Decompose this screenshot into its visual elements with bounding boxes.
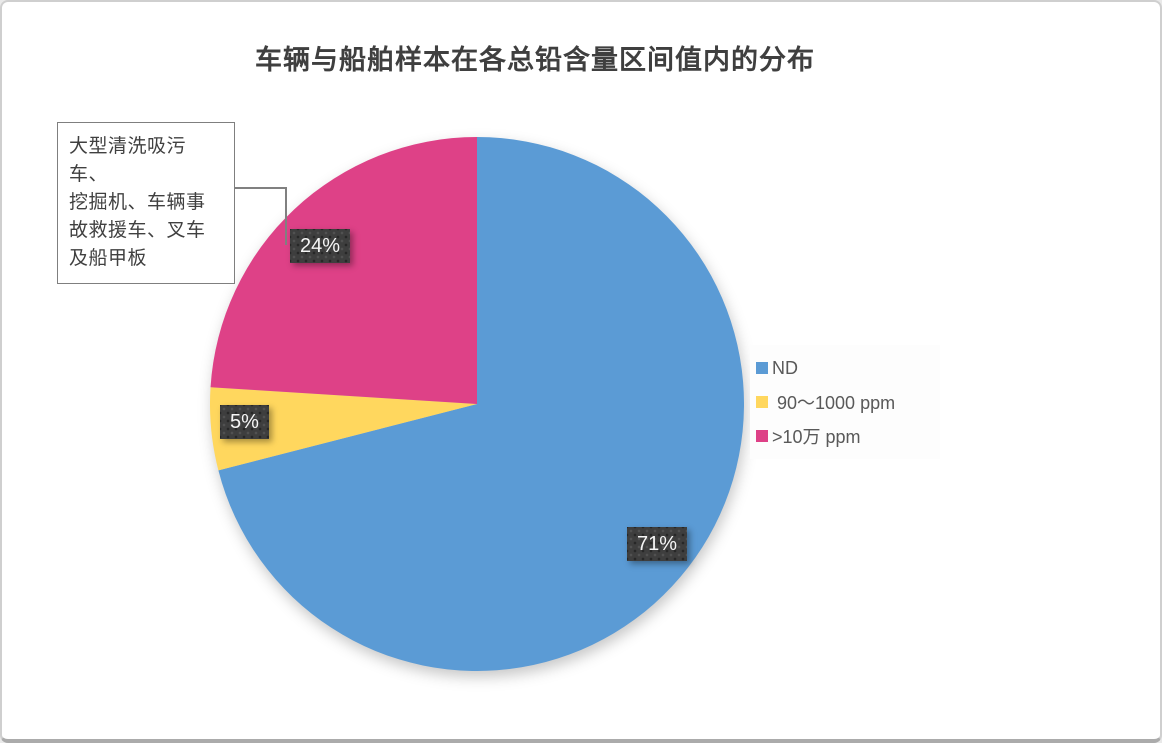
callout-connector-vertical: [285, 187, 287, 245]
pie-slice-3: [210, 137, 477, 404]
data-label-over-100k-ppm: 24%: [290, 229, 350, 263]
pie-chart: [210, 137, 744, 671]
legend-item-90-1000ppm: 90～1000 ppm: [756, 385, 934, 419]
callout-connector-horizontal: [235, 187, 285, 189]
legend-item-nd: ND: [756, 351, 934, 385]
legend-swatch-nd-icon: [756, 362, 768, 374]
callout-textbox: 大型清洗吸污车、 挖掘机、车辆事 故救援车、叉车 及船甲板: [57, 122, 235, 284]
legend-item-over-100k-ppm: >10万 ppm: [756, 419, 934, 453]
data-label-nd: 71%: [627, 527, 687, 561]
legend-label-over-100k-ppm: >10万 ppm: [772, 427, 861, 447]
pie-slice-2: [210, 387, 477, 471]
chart-title: 车辆与船舶样本在各总铅含量区间值内的分布: [255, 45, 815, 75]
pie-slice-1: [218, 137, 744, 671]
legend: ND 90～1000 ppm >10万 ppm: [750, 345, 940, 459]
legend-swatch-90-1000ppm-icon: [756, 396, 768, 408]
legend-label-nd: ND: [772, 357, 798, 378]
legend-label-90-1000ppm: 90～1000 ppm: [772, 393, 896, 413]
legend-swatch-over-100k-ppm-icon: [756, 430, 768, 442]
data-label-90-1000ppm: 5%: [220, 405, 269, 439]
